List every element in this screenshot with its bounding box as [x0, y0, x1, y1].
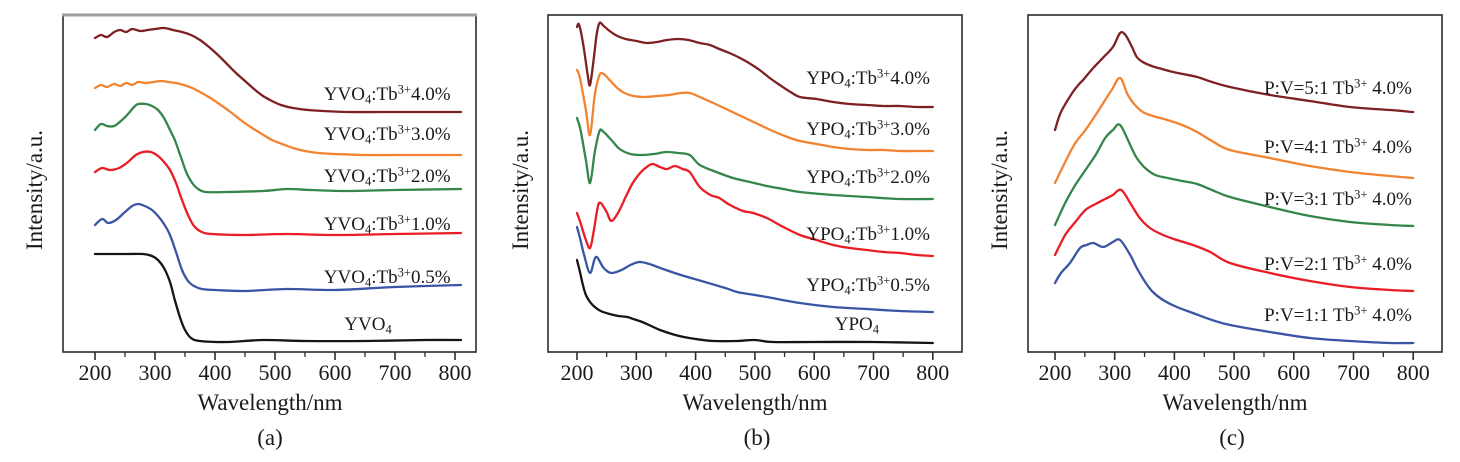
spectrum-curve-b-2 [575, 162, 934, 258]
x-tick-label-b-600: 600 [797, 360, 831, 385]
spectrum-curve-a-4 [93, 79, 463, 157]
curve-label-c-1: P:V=2:1 Tb3+ 4.0% [1264, 252, 1412, 275]
curve-label-b-5: YPO4:Tb3+4.0% [806, 66, 930, 91]
x-tick-label-c-600: 600 [1277, 360, 1311, 385]
x-tick-label-a-200: 200 [78, 360, 112, 385]
x-tick-label-a-300: 300 [138, 360, 172, 385]
x-axis-title-b: Wavelength/nm [682, 390, 828, 415]
curve-label-c-0: P:V=1:1 Tb3+ 4.0% [1264, 303, 1412, 326]
spectrum-curve-b-5 [575, 21, 934, 109]
curve-label-b-0: YPO4 [834, 314, 880, 337]
curve-label-c-2: P:V=3:1 Tb3+ 4.0% [1264, 187, 1412, 210]
curve-label-a-3: YVO4:Tb3+2.0% [323, 164, 451, 189]
spectrum-curve-a-1 [93, 202, 463, 293]
x-tick-label-c-800: 800 [1396, 360, 1430, 385]
x-tick-label-a-700: 700 [378, 360, 412, 385]
curve-label-b-3: YPO4:Tb3+2.0% [806, 165, 930, 190]
curve-label-a-4: YVO4:Tb3+3.0% [323, 122, 451, 147]
x-axis-title-c: Wavelength/nm [1162, 390, 1308, 415]
spectrum-curve-a-2 [93, 150, 463, 237]
y-axis-title-a: Intensity/a.u. [22, 129, 47, 251]
x-tick-label-b-500: 500 [738, 360, 772, 385]
spectrum-curve-b-1 [575, 225, 934, 314]
x-tick-label-b-700: 700 [857, 360, 890, 385]
x-tick-label-c-200: 200 [1038, 360, 1072, 385]
x-tick-label-c-300: 300 [1098, 360, 1132, 385]
x-tick-label-b-300: 300 [619, 360, 653, 385]
spectrum-curve-b-0 [575, 258, 934, 345]
curve-label-c-3: P:V=4:1 Tb3+ 4.0% [1264, 135, 1412, 158]
curve-label-b-1: YPO4:Tb3+0.5% [806, 273, 930, 298]
curve-label-a-5: YVO4:Tb3+4.0% [323, 82, 451, 107]
spectrum-curve-a-3 [93, 102, 463, 194]
spectrum-curve-c-1 [1053, 188, 1415, 293]
x-tick-label-b-800: 800 [916, 360, 950, 385]
x-tick-label-a-400: 400 [198, 360, 232, 385]
spectrum-curve-c-3 [1053, 76, 1415, 185]
panel-letter-a: (a) [257, 425, 283, 450]
spectrum-curve-c-2 [1053, 123, 1415, 228]
panel-letter-c: (c) [1219, 425, 1245, 450]
x-tick-label-a-500: 500 [258, 360, 292, 385]
curve-label-c-4: P:V=5:1 Tb3+ 4.0% [1264, 76, 1412, 99]
curve-label-b-4: YPO4:Tb3+3.0% [806, 117, 930, 142]
curve-label-a-2: YVO4:Tb3+1.0% [323, 212, 451, 237]
x-tick-label-c-400: 400 [1157, 360, 1191, 385]
curve-label-a-1: YVO4:Tb3+0.5% [323, 265, 451, 290]
spectrum-curve-c-4 [1053, 30, 1415, 132]
panel-letter-b: (b) [743, 425, 771, 450]
spectrum-curve-b-3 [575, 116, 934, 201]
curve-label-a-0: YVO4 [344, 314, 392, 337]
x-tick-label-b-200: 200 [560, 360, 594, 385]
x-tick-label-b-400: 400 [679, 360, 713, 385]
spectrum-curve-c-0 [1053, 238, 1415, 345]
x-tick-label-c-700: 700 [1337, 360, 1370, 385]
panel-c-border [1027, 14, 1443, 353]
spectrum-curve-b-4 [575, 68, 934, 153]
spectrum-curve-a-0 [93, 252, 463, 344]
curve-label-b-2: YPO4:Tb3+1.0% [806, 222, 930, 247]
x-tick-label-a-800: 800 [438, 360, 472, 385]
x-tick-label-a-600: 600 [318, 360, 352, 385]
x-tick-label-c-500: 500 [1217, 360, 1251, 385]
y-axis-title-b: Intensity/a.u. [508, 129, 533, 251]
spectrum-curve-a-5 [93, 26, 463, 114]
y-axis-title-c: Intensity/a.u. [987, 129, 1012, 251]
x-axis-title-a: Wavelength/nm [197, 390, 343, 415]
